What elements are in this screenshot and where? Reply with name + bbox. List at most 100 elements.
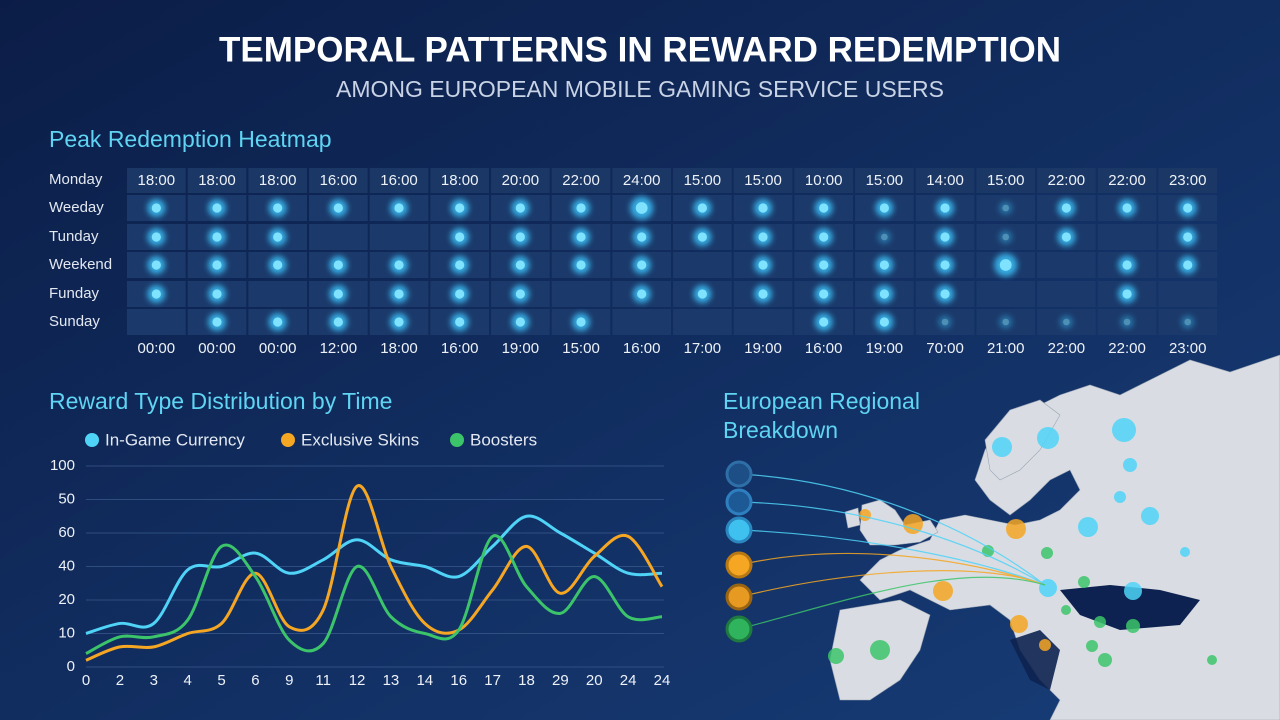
x-bottom-label: 70:00 xyxy=(926,340,964,357)
heat-core xyxy=(151,232,161,242)
heat-dot xyxy=(1057,199,1076,217)
x-bottom-label: 16:00 xyxy=(805,340,843,357)
heat-core xyxy=(758,289,768,299)
heat-dot xyxy=(875,199,894,217)
header-cell xyxy=(309,168,368,193)
heat-dot xyxy=(208,313,227,331)
x-top-label: 15:00 xyxy=(684,172,722,189)
heat-dot xyxy=(390,313,409,331)
x-bottom-label: 00:00 xyxy=(138,340,176,357)
heat-dot xyxy=(268,313,287,331)
heat-dot xyxy=(814,313,833,331)
heat-core xyxy=(273,232,283,242)
y-tick-label: 60 xyxy=(58,524,75,541)
header-cell xyxy=(248,168,308,193)
heat-dot xyxy=(147,256,166,274)
heat-cell xyxy=(1037,281,1096,307)
y-label: Tunday xyxy=(49,228,99,245)
heat-dot xyxy=(268,228,287,246)
heat-dot xyxy=(938,315,952,329)
heat-core xyxy=(697,289,707,299)
heat-dot xyxy=(390,256,409,274)
x-top-label: 22:00 xyxy=(1048,172,1086,189)
heat-core xyxy=(637,260,647,270)
x-tick-label: 3 xyxy=(150,672,158,689)
heat-core xyxy=(336,235,340,239)
x-bottom-label: 21:00 xyxy=(987,340,1025,357)
heat-dot xyxy=(1120,315,1134,329)
heat-core xyxy=(576,260,586,270)
heat-dot xyxy=(572,199,591,217)
x-top-label: 22:00 xyxy=(1108,172,1146,189)
heat-core xyxy=(1125,235,1129,239)
heat-core xyxy=(455,232,465,242)
heat-dot xyxy=(754,199,773,217)
heat-core xyxy=(1183,232,1193,242)
heat-dot xyxy=(693,228,712,246)
x-tick-label: 29 xyxy=(552,672,569,689)
heat-dot xyxy=(1057,228,1076,246)
heat-core xyxy=(1122,203,1132,213)
heat-dot xyxy=(814,199,833,217)
heat-dot xyxy=(1178,199,1197,217)
heat-dot xyxy=(693,199,712,217)
y-tick-label: 100 xyxy=(50,457,75,474)
x-top-label: 18:00 xyxy=(259,172,297,189)
heat-dot xyxy=(936,199,955,217)
heat-dot xyxy=(1118,285,1137,303)
heat-core xyxy=(212,317,222,327)
header-cell xyxy=(369,168,429,193)
heat-cell xyxy=(976,281,1036,307)
x-bottom-label: 19:00 xyxy=(744,340,782,357)
header-cell xyxy=(1037,168,1096,193)
heat-dot xyxy=(329,199,348,217)
heat-cell xyxy=(1158,281,1218,307)
heat-dot xyxy=(1118,256,1137,274)
heat-core xyxy=(637,232,647,242)
heat-dot xyxy=(754,256,773,274)
heat-core xyxy=(1004,292,1008,296)
legend-swatch xyxy=(450,433,464,447)
heat-dot xyxy=(390,285,409,303)
x-top-label: 16:00 xyxy=(320,172,358,189)
x-top-label: 16:00 xyxy=(380,172,418,189)
heat-dot xyxy=(208,256,227,274)
heat-core xyxy=(212,260,222,270)
heat-core xyxy=(758,260,768,270)
x-bottom-label: 00:00 xyxy=(259,340,297,357)
heat-cell xyxy=(369,224,429,250)
heat-dot xyxy=(814,285,833,303)
heat-dot xyxy=(875,285,894,303)
x-bottom-label: 16:00 xyxy=(623,340,661,357)
x-bottom-label: 23:00 xyxy=(1169,340,1207,357)
x-top-label: 10:00 xyxy=(805,172,843,189)
heat-core xyxy=(394,289,404,299)
map-title-line: Breakdown xyxy=(723,417,838,443)
x-tick-label: 11 xyxy=(315,672,331,689)
heat-dot xyxy=(1059,315,1073,329)
heat-core xyxy=(879,260,889,270)
heat-core xyxy=(515,260,525,270)
heat-dot xyxy=(814,228,833,246)
heat-dot xyxy=(208,285,227,303)
heat-cell xyxy=(1037,252,1096,278)
heat-core xyxy=(455,260,465,270)
heat-core xyxy=(212,289,222,299)
heat-dot xyxy=(511,256,530,274)
heat-core xyxy=(635,202,648,214)
heat-core xyxy=(576,232,586,242)
heat-core xyxy=(940,289,950,299)
heat-core xyxy=(455,289,465,299)
x-top-label: 15:00 xyxy=(744,172,782,189)
heat-core xyxy=(819,203,829,213)
heat-core xyxy=(576,203,586,213)
heat-dot xyxy=(329,313,348,331)
heat-dot xyxy=(936,285,955,303)
y-label: Funday xyxy=(49,285,100,302)
header-cell xyxy=(1097,168,1157,193)
header-cell xyxy=(551,168,611,193)
heat-core xyxy=(273,260,283,270)
heat-dot xyxy=(875,313,894,331)
header-cell xyxy=(491,168,550,193)
